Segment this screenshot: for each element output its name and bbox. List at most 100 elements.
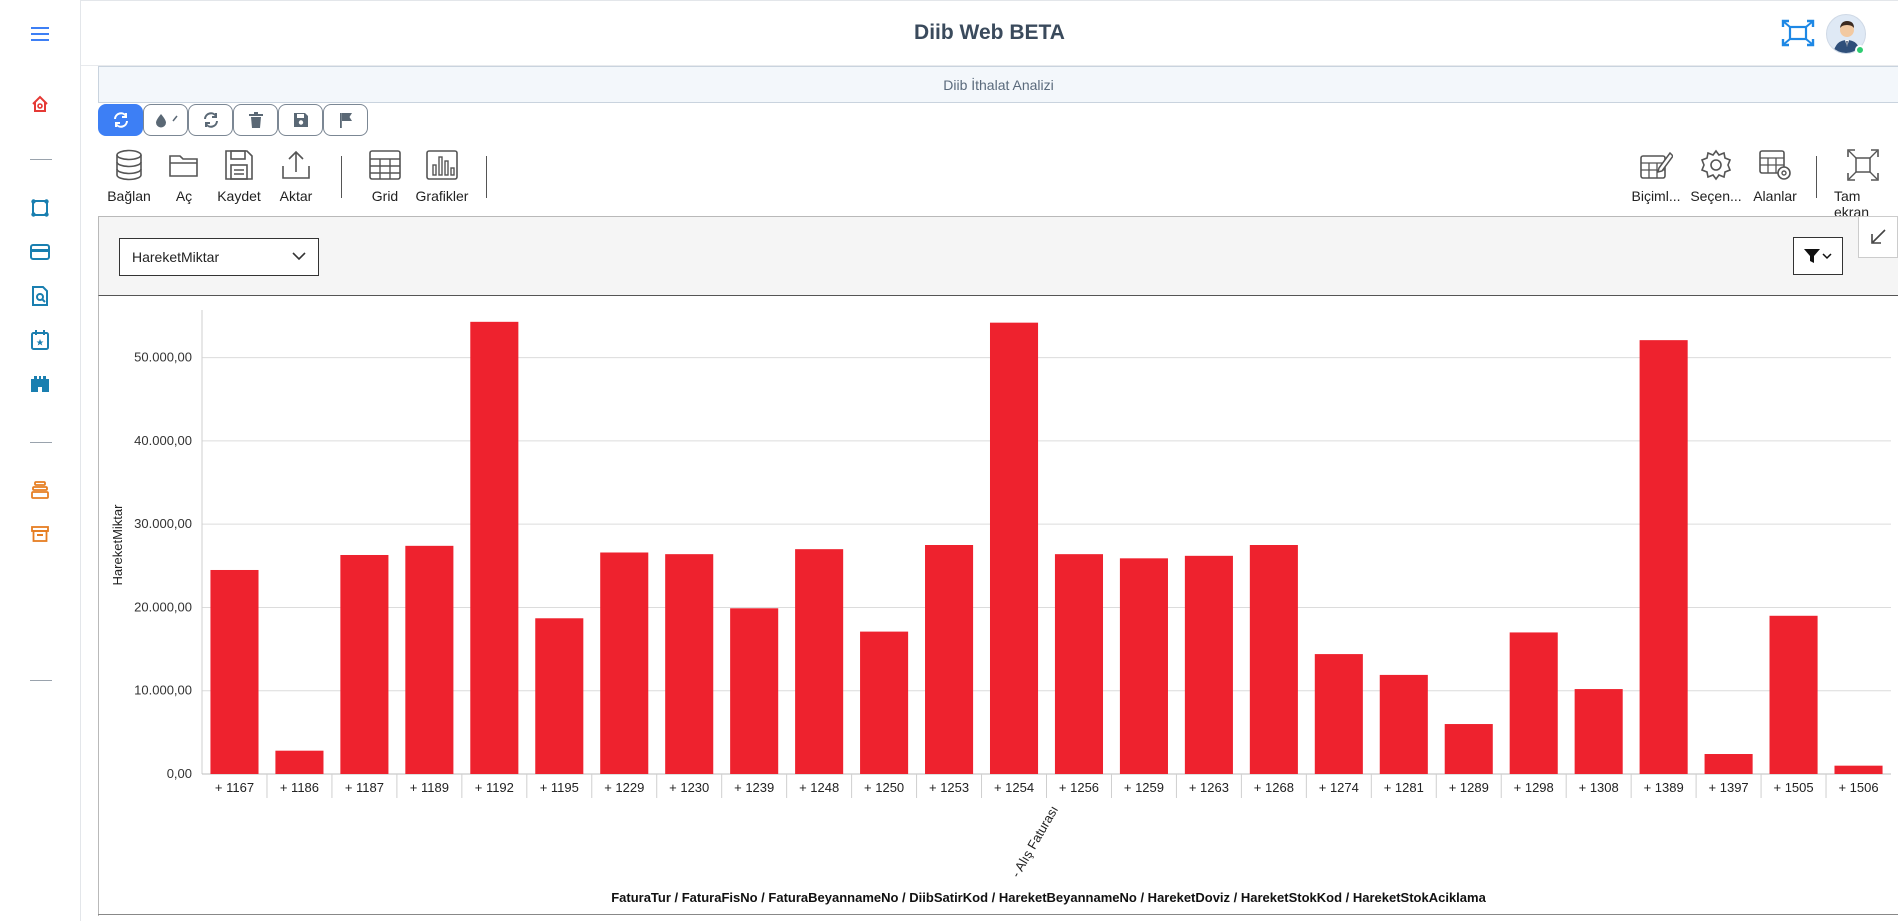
bar [1249,545,1298,774]
x-tick-label: + 1195 [540,780,579,795]
bar [1834,765,1883,774]
x-tick-label: + 1186 [280,780,319,795]
filter-button[interactable] [1793,237,1843,275]
x-tick-label: + 1253 [929,780,969,795]
floppy-icon [293,113,308,127]
x-tick-label: + 1268 [1254,780,1294,795]
charts-button[interactable]: Grafikler [414,148,470,204]
x-tick-label: + 1308 [1579,780,1619,795]
measure-selected-value: HareketMiktar [132,249,220,265]
export-button[interactable]: Aktar [276,148,316,204]
search-doc-icon[interactable] [28,284,52,308]
ribbon-divider [486,156,487,198]
sidebar-divider [30,159,52,160]
x-tick-label: + 1229 [604,780,644,795]
y-tick-label: 50.000,00 [134,350,192,365]
save-quick-button[interactable] [278,104,323,136]
bar [1314,654,1363,774]
collapse-panel-button[interactable] [1858,216,1898,258]
x-tick-label: + 1505 [1773,780,1813,795]
calendar-icon[interactable] [28,328,52,352]
stack-icon[interactable] [28,478,52,502]
measure-dropdown[interactable]: HareketMiktar [119,238,319,276]
sidebar-divider [30,680,52,681]
home-icon[interactable] [28,92,52,116]
bar [405,545,454,774]
ribbon-divider [1816,156,1817,198]
expand-screen-icon[interactable] [1781,19,1815,49]
chart-container: 0,00 10.000,00 20.000,00 30.000,00 40.000,00… [98,296,1898,916]
bar [600,552,649,774]
save-button[interactable]: Kaydet [216,148,262,204]
flag-icon [339,113,352,128]
x-tick-label: + 1239 [734,780,774,795]
fields-button[interactable]: Alanlar [1750,148,1800,204]
report-title-bar: Diib İthalat Analizi [98,66,1898,103]
x-tick-label: + 1248 [799,780,839,795]
edit-table-icon [1640,151,1673,179]
grid-button[interactable]: Grid [368,148,402,204]
menu-icon[interactable] [28,22,52,46]
arrow-collapse-icon [1871,229,1886,244]
folder-icon [169,155,198,177]
format-label: Biçiml... [1631,188,1681,204]
castle-icon[interactable] [28,372,52,396]
ribbon-divider [341,156,342,198]
bottom-divider [98,914,1898,915]
x-tick-label: + 1189 [410,780,449,795]
save-label: Kaydet [217,188,261,204]
x-tick-label: + 1281 [1384,780,1424,795]
x-tick-label: + 1397 [1709,780,1749,795]
reload-button[interactable] [188,104,233,136]
x-tick-label: + 1192 [475,780,514,795]
x-tick-label: + 1389 [1644,780,1684,795]
sync-icon [203,112,218,128]
open-button[interactable]: Aç [166,148,202,204]
nodes-icon[interactable] [28,196,52,220]
connect-button[interactable]: Bağlan [106,148,152,204]
theme-button[interactable] [143,104,188,136]
sidebar-divider [30,442,52,443]
x-tick-label: + 1167 [215,780,254,795]
online-status-dot [1855,45,1865,55]
format-button[interactable]: Biçiml... [1630,148,1682,204]
bar [535,618,584,774]
y-axis-title: HareketMiktar [110,504,125,586]
flag-button[interactable] [323,104,368,136]
table-icon [369,150,401,180]
delete-button[interactable] [233,104,278,136]
x-tick-label: + 1250 [864,780,904,795]
avatar[interactable] [1826,14,1866,54]
y-tick-label: 30.000,00 [134,516,192,531]
fields-label: Alanlar [1753,188,1797,204]
bar [470,321,519,774]
chevron-down-icon [292,252,306,261]
database-icon [116,149,142,181]
bar-chart-icon [426,150,458,180]
archive-icon[interactable] [28,522,52,546]
export-label: Aktar [279,188,313,204]
fullscreen-button[interactable]: Tam ekran [1834,148,1898,220]
options-button[interactable]: Seçen... [1688,148,1744,204]
card-icon[interactable] [28,240,52,264]
bar [275,750,324,774]
x-tick-label: + 1263 [1189,780,1229,795]
drop-icon [155,114,178,128]
x-tick-label: + 1259 [1124,780,1164,795]
x-tick-label: + 1254 [994,780,1034,795]
bar [860,631,909,774]
bar [1184,555,1233,774]
y-tick-label: 10.000,00 [134,683,192,698]
bar [925,545,974,774]
bar-chart: 0,00 10.000,00 20.000,00 30.000,00 40.000,00… [110,310,1891,905]
bar [1704,754,1753,774]
bar [989,322,1039,774]
bar [1509,632,1558,774]
refresh-active-button[interactable] [98,104,143,136]
fullscreen-icon [1847,149,1879,181]
connect-label: Bağlan [107,188,151,204]
bar [665,554,714,774]
x-tick-label: + 1274 [1319,780,1359,795]
x-tick-label: + 1298 [1514,780,1554,795]
